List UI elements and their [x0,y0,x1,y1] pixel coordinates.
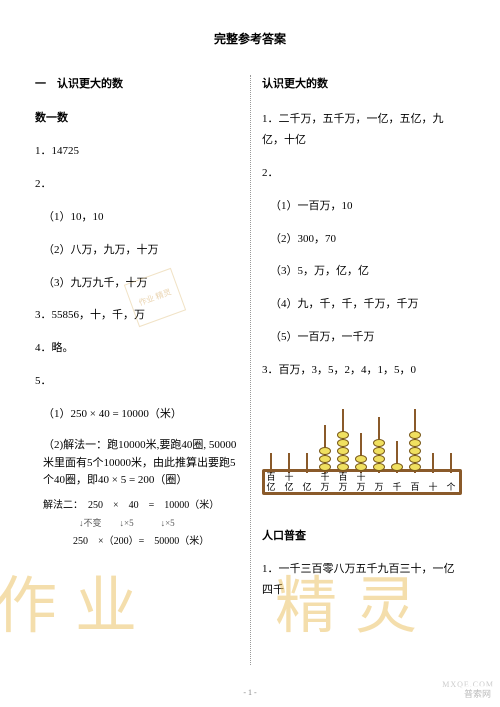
abacus-bead [337,447,349,455]
right-line: （3）5，万，亿，亿 [262,261,465,282]
right-line: 1．二千万，五千万，一亿，五亿，九亿，十亿 [262,109,465,151]
page-number: - 1 - [243,688,256,697]
abacus-rod [432,453,434,473]
abacus-rod [396,441,398,473]
abacus-rod-label: 百万 [336,473,350,493]
left-sub1: 数一数 [35,109,238,125]
right-section-title: 认识更大的数 [262,75,465,91]
column-left: 一 认识更大的数 数一数 1．14725 2． （1）10，10 （2）八万，九… [35,75,250,675]
abacus-rod [414,409,416,473]
columns: 一 认识更大的数 数一数 1．14725 2． （1）10，10 （2）八万，九… [35,75,465,675]
left-line: 解法二： 250 × 40 = 10000（米） [35,496,238,515]
left-section-title: 一 认识更大的数 [35,75,238,91]
abacus-bead [319,463,331,471]
left-line: （1）10，10 [35,207,238,228]
abacus-bead [373,439,385,447]
abacus-bead [373,447,385,455]
left-line: （1）250 × 40 = 10000（米） [35,404,238,425]
abacus-rod-label: 十 [426,483,440,493]
abacus-rod-label: 十亿 [282,473,296,493]
right-line: （2）300，70 [262,229,465,250]
right-line: （4）九，千，千，千万，千万 [262,294,465,315]
right-line: （5）一百万，一千万 [262,327,465,348]
abacus-rod [450,453,452,473]
left-line: 250 ×（200）= 50000（米） [35,532,238,551]
abacus-rod-label: 亿 [300,483,314,493]
abacus-rod-label: 个 [444,483,458,493]
abacus-bead [355,455,367,463]
abacus-bead [409,447,421,455]
abacus-rod [342,409,344,473]
abacus-bead [409,439,421,447]
page-title: 完整参考答案 [35,30,465,47]
page: 完整参考答案 一 认识更大的数 数一数 1．14725 2． （1）10，10 … [0,0,500,707]
abacus-rod [378,417,380,473]
abacus-bead [337,439,349,447]
right-line: （1）一百万，10 [262,196,465,217]
left-line: 5． [35,371,238,392]
abacus-rod-label: 百亿 [264,473,278,493]
abacus-bead [391,463,403,471]
abacus-bead [337,431,349,439]
left-line: （2)解法一：跑10000米,要跑40圈, 50000米里面有5个10000米，… [35,437,238,490]
right-line: 2． [262,163,465,184]
abacus-rod-label: 百 [408,483,422,493]
corner-logo: 普索网 [461,686,494,701]
left-line: ↓不变 ↓×5 ↓×5 [35,515,238,532]
left-line: 4．略。 [35,338,238,359]
abacus-bead [409,463,421,471]
right-line: 3．百万，3，5，2，4，1，5，0 [262,360,465,381]
left-line: 1．14725 [35,141,238,162]
abacus-bead [319,447,331,455]
abacus-rod-label: 千万 [318,473,332,493]
abacus-rod [360,433,362,473]
abacus-rod-label: 万 [372,483,386,493]
abacus-bead [337,463,349,471]
abacus-bead [373,455,385,463]
right-sub2: 人口普查 [262,527,465,543]
column-right: 认识更大的数 1．二千万，五千万，一亿，五亿，九亿，十亿 2． （1）一百万，1… [250,75,465,675]
abacus-bead [373,463,385,471]
abacus-diagram: 百亿十亿亿千万百万十万万千百十个 [262,393,462,513]
left-line: 2． [35,174,238,195]
abacus-rod [306,453,308,473]
left-line: （2）八万，九万，十万 [35,240,238,261]
right-line: 1．一千三百零八万五千九百三十，一亿四千 [262,559,465,601]
abacus-rod [324,425,326,473]
abacus-bead [409,431,421,439]
abacus-rod-label: 十万 [354,473,368,493]
abacus-rod [288,453,290,473]
abacus-bead [337,455,349,463]
abacus-bead [319,455,331,463]
abacus-bead [409,455,421,463]
abacus-rod [270,453,272,473]
abacus-bead [355,463,367,471]
abacus-rod-label: 千 [390,483,404,493]
